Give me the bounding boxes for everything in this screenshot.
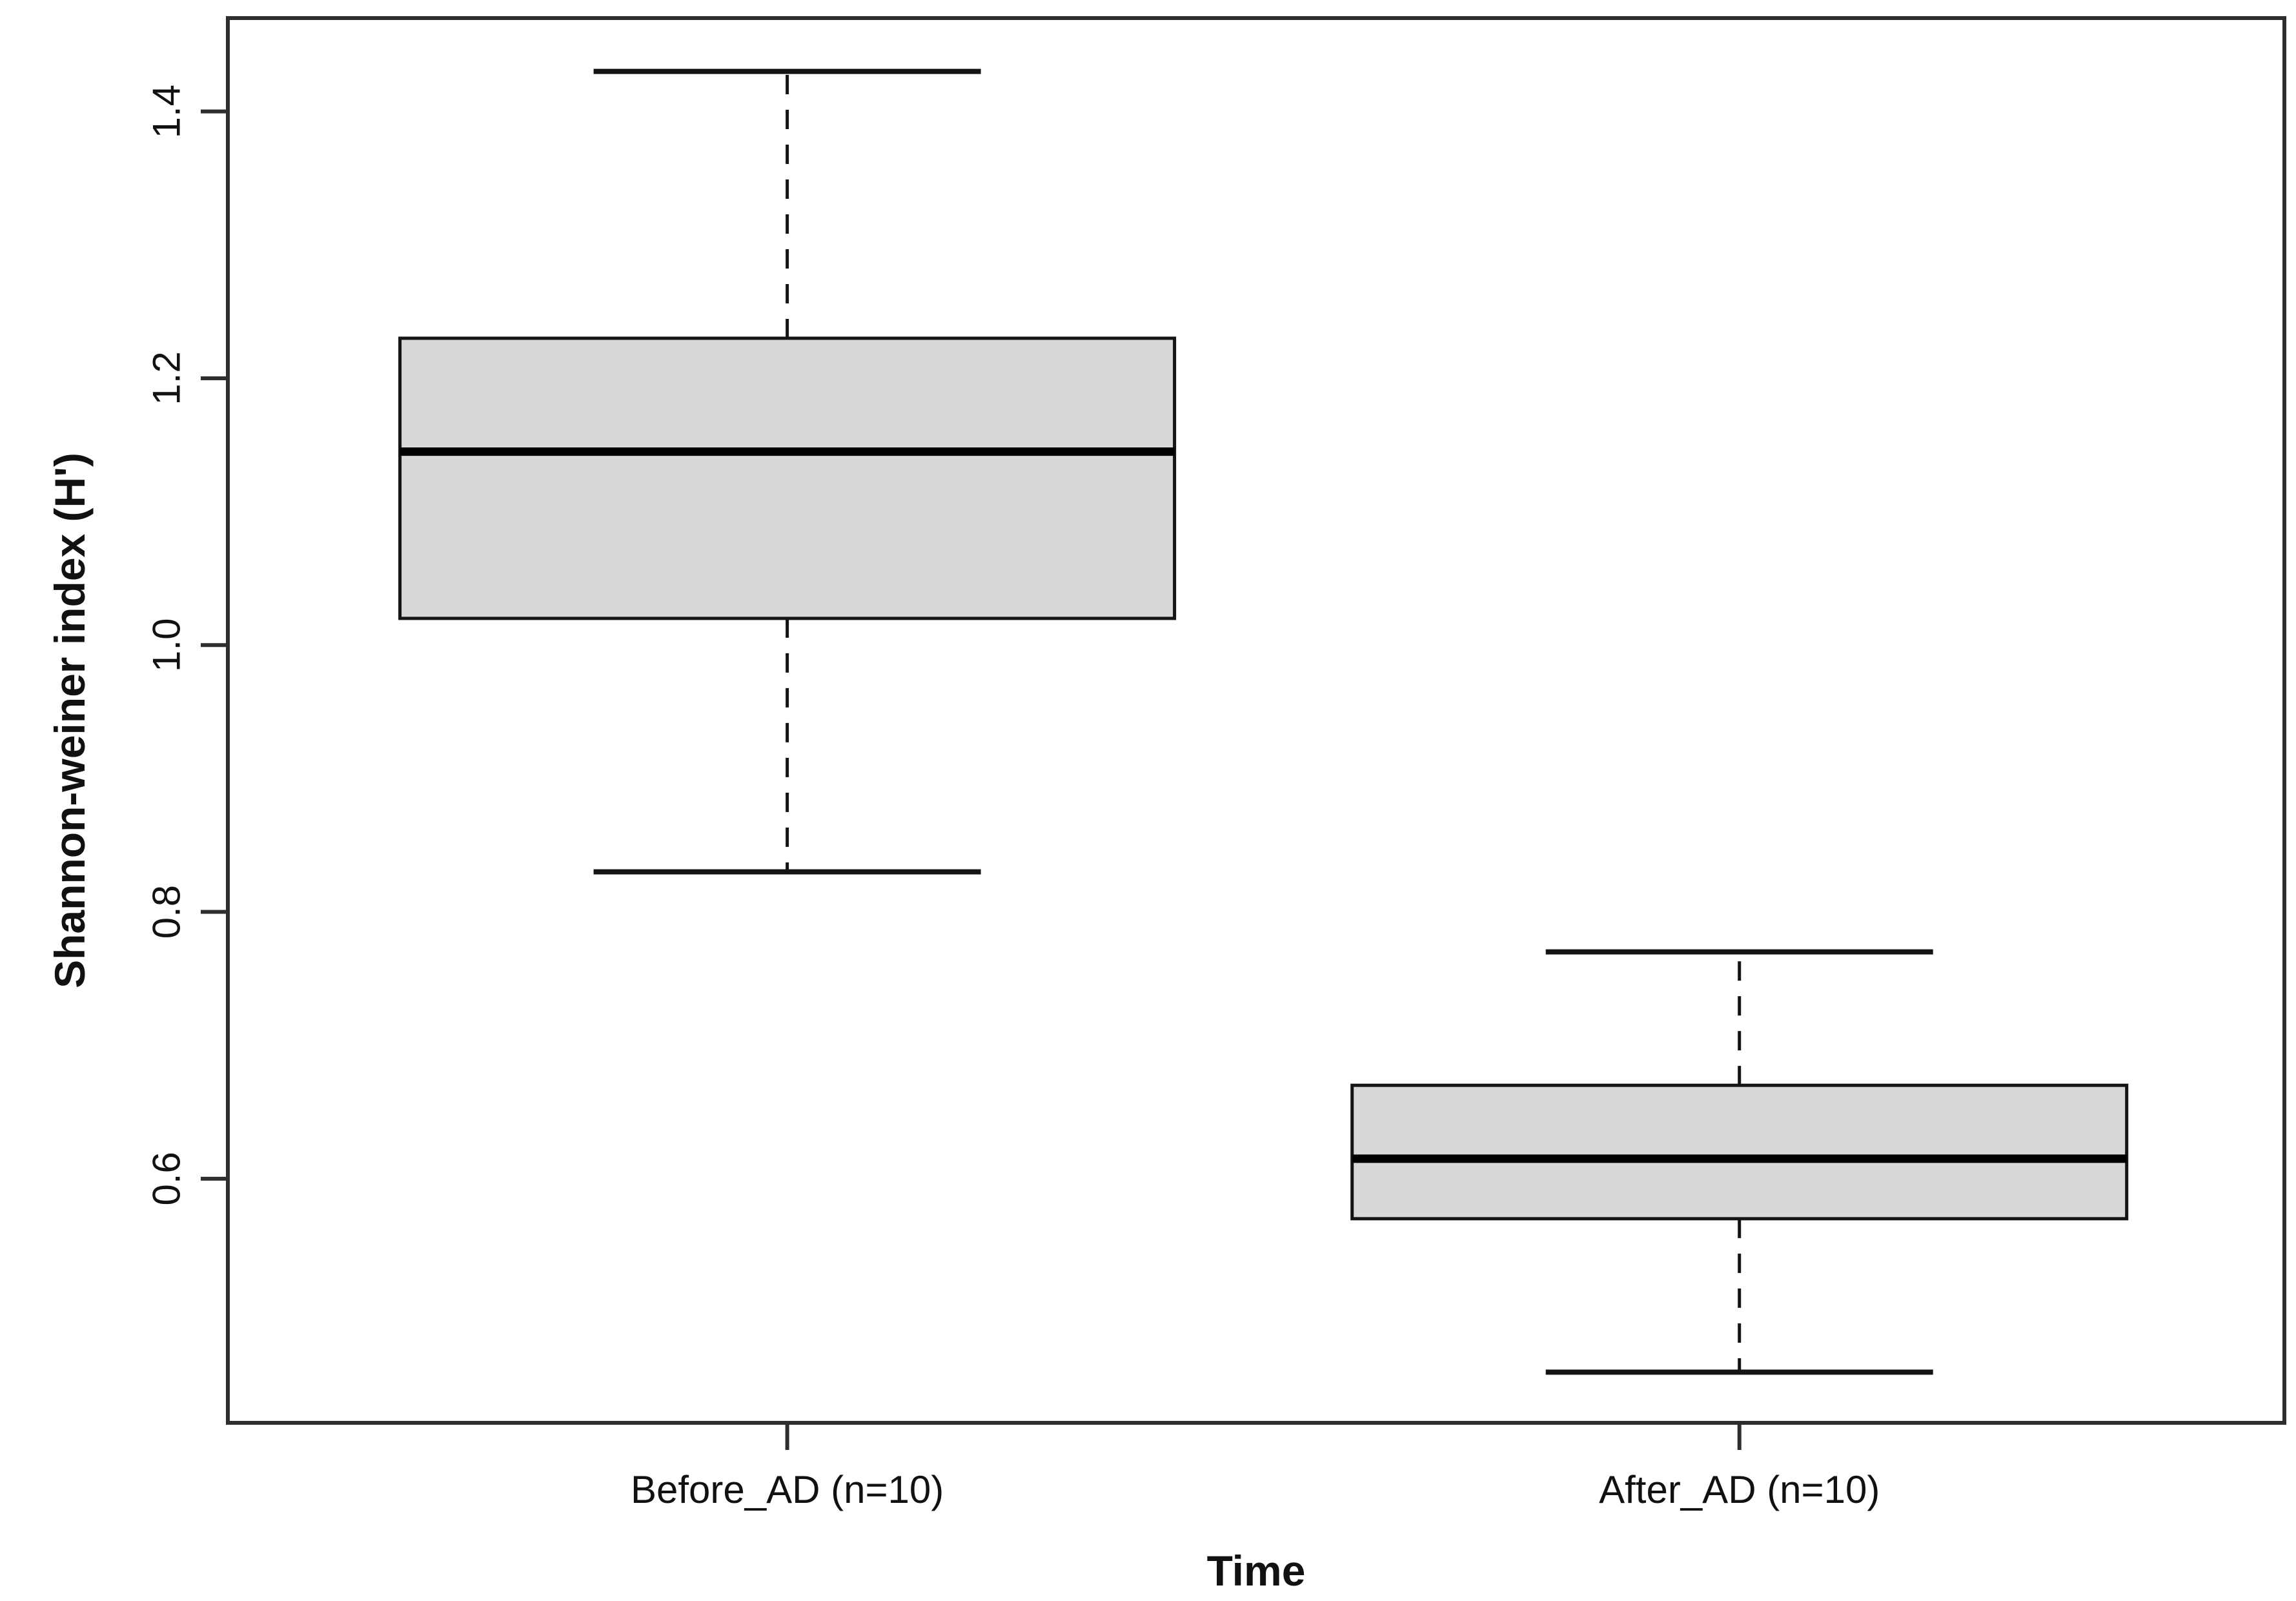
y-tick-label: 1.4 — [145, 85, 188, 138]
iqr-box — [1350, 1083, 2129, 1221]
y-tick-label: 1.2 — [145, 351, 188, 405]
x-axis: Before_AD (n=10) After_AD (n=10) — [631, 1423, 1880, 1511]
plot-area-border — [226, 16, 2286, 1425]
y-tick-label: 0.8 — [145, 885, 188, 939]
boxes — [398, 68, 2129, 1375]
x-tick-label: After_AD (n=10) — [1599, 1468, 1880, 1511]
x-tick-label: Before_AD (n=10) — [631, 1468, 944, 1511]
x-axis-title: Time — [1207, 1547, 1306, 1595]
y-tick-label: 1.0 — [145, 618, 188, 672]
y-axis-title: Shannon-weiner index (H') — [46, 453, 94, 988]
box-group-0 — [398, 68, 1177, 875]
y-axis: 0.6 0.8 1.0 1.2 1.4 — [145, 85, 228, 1206]
iqr-box — [398, 336, 1177, 620]
y-tick-label: 0.6 — [145, 1152, 188, 1205]
box-group-1 — [1350, 949, 2129, 1375]
